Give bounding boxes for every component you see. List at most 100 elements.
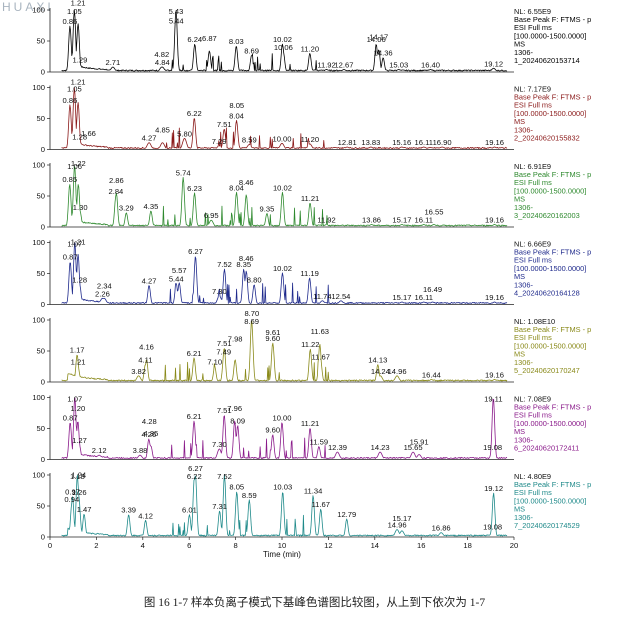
peak-label: 10.02 <box>273 264 292 273</box>
peak-label: 7.98 <box>228 335 243 344</box>
peak-label: 2.26 <box>95 289 110 298</box>
scan-info-line: 5_20240620170247 <box>514 366 580 375</box>
peak-label: 12.39 <box>328 443 347 452</box>
peak-label: 1.18 <box>70 472 85 481</box>
nl-label: NL: 4.80E9 <box>514 472 551 481</box>
x-tick-label: 4 <box>141 541 145 550</box>
peak-label: 6.23 <box>187 184 202 193</box>
peak-label: 7.96 <box>227 404 242 413</box>
peak-label: 7.29 <box>212 137 227 146</box>
peak-label: 15.65 <box>404 443 423 452</box>
scan-info-line: Base Peak F: FTMS - p <box>514 248 591 257</box>
y-tick-label: 100 <box>32 471 45 480</box>
peak-label: 11.22 <box>301 340 319 349</box>
peak-label: 4.16 <box>139 343 154 352</box>
panel-5: 0501001.171.213.824.114.166.217.107.497.… <box>32 309 591 387</box>
peak-label: 7.30 <box>212 287 227 296</box>
peak-label: 5.43 <box>169 7 184 16</box>
peak-label: 5.44 <box>169 274 184 283</box>
peak-label: 4.27 <box>142 134 157 143</box>
peak-label: 9.60 <box>265 426 280 435</box>
peak-label: 6.22 <box>187 109 202 118</box>
peak-label: 16.55 <box>424 208 443 217</box>
peak-label: 4.84 <box>155 58 170 67</box>
peak-label: 14.06 <box>367 35 386 44</box>
peak-label: 14.96 <box>388 521 407 530</box>
x-tick-label: 20 <box>510 541 518 550</box>
x-tick-label: 18 <box>463 541 471 550</box>
peak-label: 14.96 <box>388 367 407 376</box>
y-tick-label: 50 <box>37 37 45 46</box>
peak-label: 19.16 <box>485 293 504 302</box>
x-tick-label: 6 <box>187 541 191 550</box>
peak-label: 2.71 <box>105 58 120 67</box>
peak-label: 1.21 <box>71 358 86 367</box>
peak-label: 14.17 <box>369 33 388 42</box>
peak-label: 11.63 <box>311 327 329 336</box>
peak-label: 9.35 <box>260 204 275 213</box>
y-tick-label: 50 <box>37 424 45 433</box>
scan-info-line: 1306- <box>514 48 533 57</box>
figure-caption: 图 16 1-7 样本负离子模式下基峰色谱图比较图，从上到下依次为 1-7 <box>143 597 486 609</box>
y-tick-label: 100 <box>32 161 45 170</box>
peak-label: 1.21 <box>71 237 86 246</box>
peak-label: 4.27 <box>142 276 157 285</box>
scan-info-line: ESI Full ms <box>514 488 552 497</box>
peak-label: 3.39 <box>121 506 136 515</box>
peak-label: 11.67 <box>312 500 330 509</box>
panel-2: 0 50 100 0.86 1.051.21 1.281.66 4.274.85 5.80 6.… <box>32 77 591 154</box>
peak-label: 1.29 <box>73 56 88 65</box>
peak-label: 1.21 <box>71 77 86 86</box>
peak-label: 10.00 <box>272 413 291 422</box>
peak-label: 6.87 <box>202 34 217 43</box>
peak-label: 4.35 <box>144 429 159 438</box>
peak-label: 10.03 <box>273 483 292 492</box>
peak-label: 14.24 <box>371 367 390 376</box>
peak-label: 4.12 <box>138 511 153 520</box>
peak-label: 11.21 <box>301 194 319 203</box>
scan-info-line: MS <box>514 427 525 436</box>
peak-label: 19.16 <box>485 138 504 147</box>
peak-label: 1.06 <box>67 162 82 171</box>
nl-label: NL: 6.55E9 <box>514 7 551 16</box>
y-tick-label: 0 <box>41 145 45 154</box>
scan-info-line: Base Peak F: FTMS - p <box>514 170 591 179</box>
peak-label: 11.92 <box>317 61 335 70</box>
peak-label: 4.11 <box>138 356 152 365</box>
peak-label: 1.26 <box>72 488 87 497</box>
peak-label: 1.28 <box>72 132 87 141</box>
y-tick-label: 100 <box>32 393 45 402</box>
y-tick-label: 0 <box>41 68 45 77</box>
peak-label: 2.86 <box>109 176 124 185</box>
peak-label: 0.87 <box>63 253 78 262</box>
peak-label: 16.86 <box>432 524 451 533</box>
peak-label: 13.83 <box>361 138 380 147</box>
peak-label: 8.70 <box>244 309 259 318</box>
scan-info-line: [100.0000-1500.0000] <box>514 264 586 273</box>
x-tick-label: 14 <box>371 541 379 550</box>
scan-info-line: [100.0000-1500.0000] <box>514 109 586 118</box>
series-trace-4 <box>61 242 508 304</box>
y-tick-label: 50 <box>37 114 45 123</box>
peak-label: 9.61 <box>266 328 281 337</box>
peak-label: 16.49 <box>423 285 442 294</box>
scan-info-line: ESI Full ms <box>514 411 552 420</box>
peak-label: 1.47 <box>77 505 92 514</box>
peak-label: 8.46 <box>239 178 254 187</box>
peak-label: 1.17 <box>70 346 85 355</box>
peak-label: 8.05 <box>229 483 244 492</box>
peak-label: 7.51 <box>217 339 232 348</box>
x-tick-label: 2 <box>94 541 98 550</box>
peak-label: 5.57 <box>172 266 187 275</box>
scan-info-line: MS <box>514 272 525 281</box>
peak-label: 7.10 <box>207 358 222 367</box>
peak-label: 4.82 <box>154 50 169 59</box>
scan-info-line: Base Peak F: FTMS - p <box>514 325 591 334</box>
peak-label: 6.01 <box>182 506 197 515</box>
scan-info-line: 1306- <box>514 358 533 367</box>
x-tick-label: 10 <box>278 541 286 550</box>
x-axis-title: Time (min) <box>263 550 301 559</box>
scan-info-line: 1306- <box>514 513 533 522</box>
peak-label: 0.85 <box>62 175 77 184</box>
peak-label: 1.05 <box>67 85 82 94</box>
